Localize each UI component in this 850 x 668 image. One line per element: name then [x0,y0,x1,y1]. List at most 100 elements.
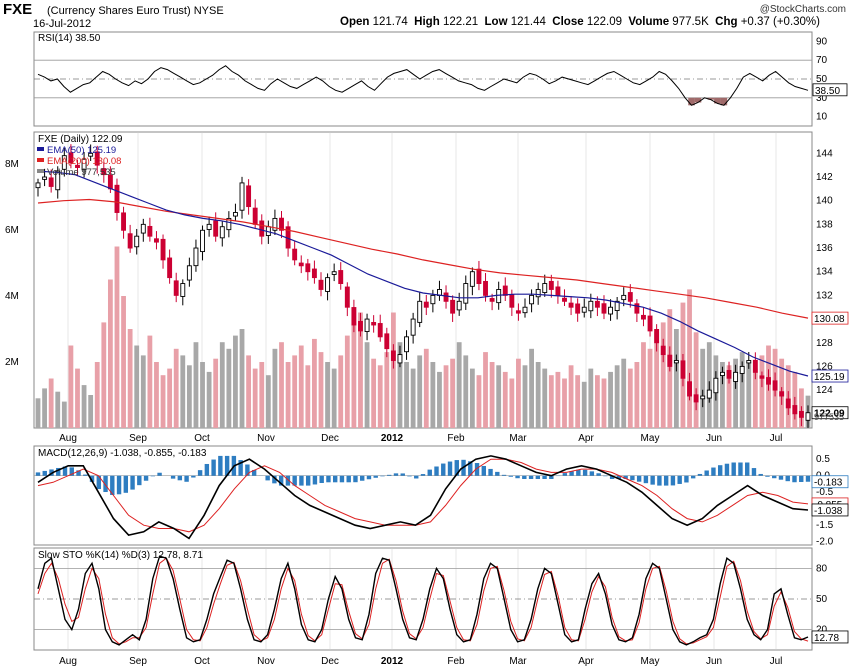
volume-bar [233,335,238,428]
close-value: 122.09 [586,16,623,28]
volume-bar [338,355,344,428]
volume-bar [739,352,745,428]
price-title: FXE (Daily) 122.09 [38,134,123,145]
volume-bar [516,358,521,428]
volume-bar [193,342,199,428]
sto-k-last-box [811,630,849,644]
candle-body [673,360,679,364]
candle-body [687,381,692,397]
volume-bar [318,352,324,428]
candle-body [548,280,554,290]
macd-histogram-bar [684,475,689,483]
candle-body [173,280,179,296]
macd-histogram-bar [191,475,196,478]
candle-body [456,300,462,311]
candle-body [35,182,41,189]
macd-histogram-bar [542,475,547,479]
volume-bar [673,329,679,428]
macd-histogram-bar [157,472,162,476]
candle-body [772,380,778,391]
legend-swatch [37,147,44,151]
volume-bar [634,362,640,428]
macd-histogram-bar [346,475,351,483]
candle-body [555,286,561,296]
macd-histogram-bar [366,475,372,480]
volume-bar [259,362,265,428]
volume-bar [529,348,534,428]
candle-body [766,377,771,385]
candle-body [601,303,607,314]
macd-histogram-bar [724,463,730,476]
macd-histogram-bar [420,474,426,476]
price-tick-label: 128 [816,338,833,349]
sto-x-tick-label: 2012 [381,656,404,667]
close-last-box [811,406,849,420]
macd-histogram-bar [265,475,270,481]
macd-histogram-bar [177,475,183,481]
macd-histogram-bar [319,475,324,483]
macd-histogram-bar [393,473,399,476]
sto-x-tick-label: Jul [770,656,783,667]
volume-bar [509,378,515,428]
volume-bar [621,358,627,428]
macd-histogram-bar [778,475,784,480]
ema50-last-box [811,369,849,383]
volume-bar [654,332,660,428]
close-label: Close [552,16,584,28]
candle-body [693,394,699,403]
volume-bar [272,348,278,428]
macd-histogram-bar [373,475,378,478]
candle-body [522,306,528,314]
price-x-tick-label: Aug [59,433,77,444]
candle-body [489,298,495,302]
candle-body [608,306,614,315]
candle-body [713,377,719,394]
volume-bar [292,355,298,428]
macd-histogram-bar [96,475,101,490]
price-tick-label: 138 [816,219,833,230]
candle-body [535,289,541,298]
macd-histogram-bar [582,469,588,476]
volume-bar [114,246,120,428]
volume-bar [213,358,219,428]
macd-histogram-bar [792,475,797,483]
volume-bar [94,362,100,428]
volume-bar [476,375,482,428]
candle-body [410,318,416,336]
volume-bar [647,348,653,428]
rsi-last-box [812,83,848,97]
volume-bar [437,371,442,428]
volume-bar [595,375,600,428]
volume-bar [660,322,666,428]
macd-histogram-bar [137,475,142,486]
macd-histogram-bar [663,475,669,486]
candle-body [529,294,535,305]
macd-histogram-bar [468,461,473,476]
volume-bar [351,322,357,428]
volume-bar [733,358,739,428]
macd-histogram-bar [670,475,676,486]
symbol-description: (Currency Shares Euro Trust) NYSE [47,5,224,17]
volume-bar [265,375,271,428]
macd-macd-box [811,503,849,517]
ema200-line [37,198,809,319]
volume-bar [568,365,574,428]
rsi-oversold-fill [720,97,728,106]
ohlc-summary: Open 121.74 High 122.21 Low 121.44 Close… [340,16,820,28]
volume-bar [417,355,423,428]
volume-bar [397,342,403,428]
macd-histogram-bar [130,475,135,490]
candle-body [667,354,673,367]
macd-histogram-bar [353,475,358,483]
volume-bar [496,365,502,428]
volume-bar [285,362,291,428]
macd-histogram-bar [643,475,649,484]
volume-bar [81,385,87,428]
price-x-tick-label: Feb [447,433,465,444]
macd-histogram-bar [495,471,500,476]
rsi-tick-label: 10 [816,112,828,123]
volume-bar [535,362,541,428]
macd-histogram-bar [272,475,277,484]
macd-histogram-bar [339,475,345,483]
volume-bar [101,322,107,428]
